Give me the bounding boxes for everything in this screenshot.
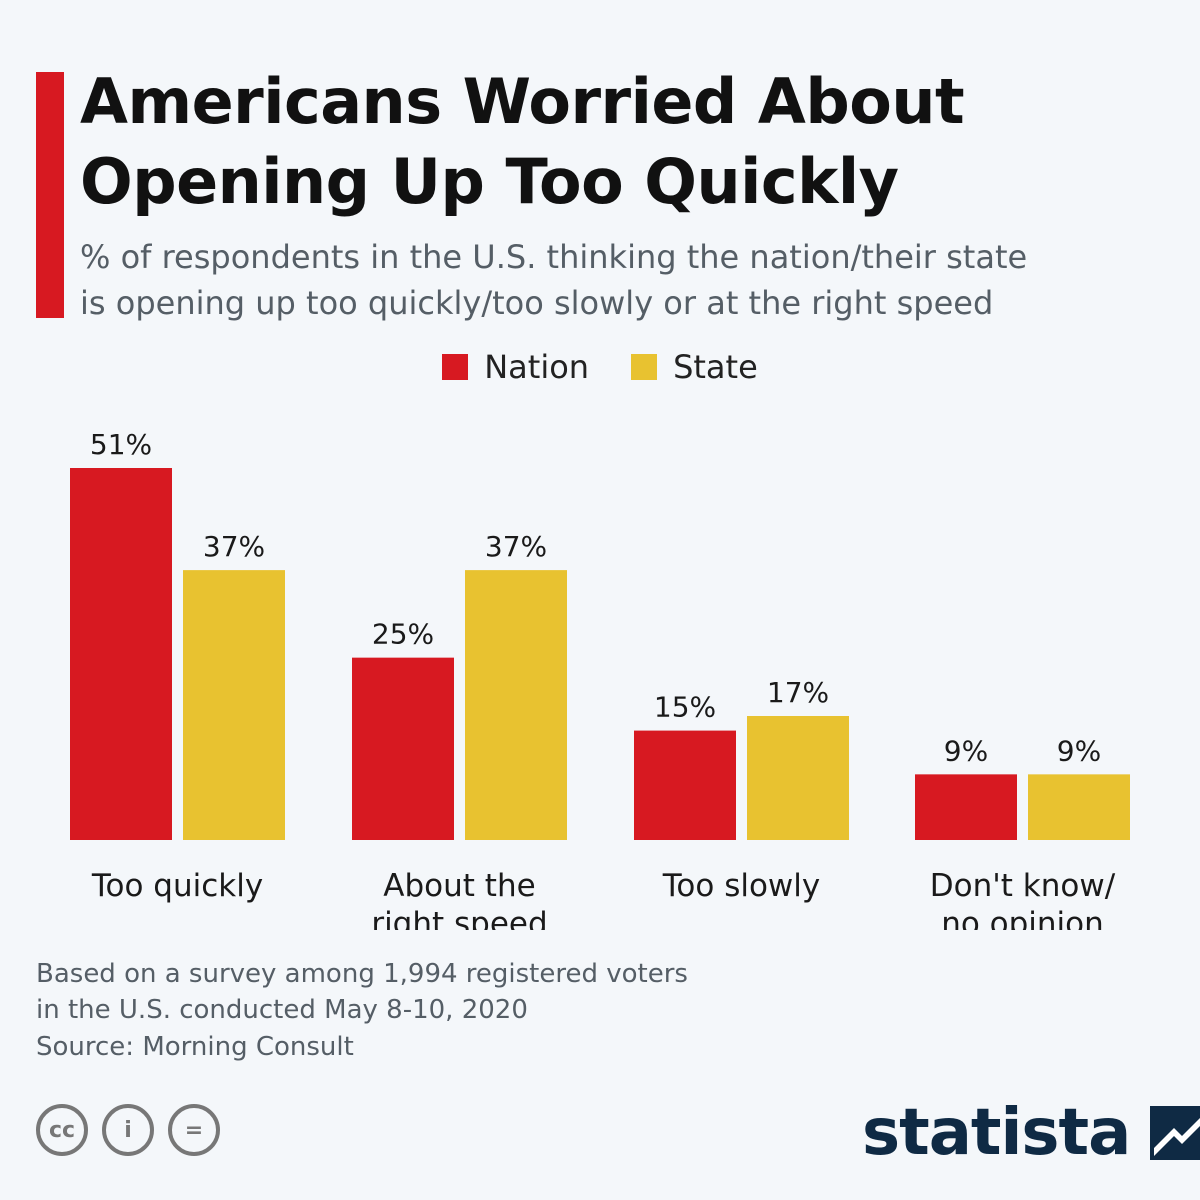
category-label-1-line-0: About the <box>383 868 535 904</box>
bar-nation-0 <box>70 468 172 840</box>
data-label-nation-1: 25% <box>372 618 434 651</box>
bar-state-1 <box>465 570 567 840</box>
title-line-1: Americans Worried About <box>80 65 965 138</box>
bar-nation-1 <box>352 657 454 840</box>
data-label-nation-0: 51% <box>90 428 152 461</box>
statista-mark-icon <box>1150 1106 1200 1160</box>
category-label-3-line-0: Don't know/ <box>930 868 1116 904</box>
statista-logo[interactable]: statista <box>862 1096 1200 1170</box>
legend-swatch-state <box>631 354 658 380</box>
chart-title: Americans Worried About Opening Up Too Q… <box>80 62 1160 222</box>
title-accent-bar <box>36 72 64 318</box>
subtitle-line-1: % of respondents in the U.S. thinking th… <box>80 238 1028 276</box>
cc-icon[interactable]: cc <box>36 1104 88 1156</box>
category-label-1-line-1: right speed <box>371 906 547 930</box>
source-text: Source: Morning Consult <box>36 1032 354 1062</box>
data-label-state-0: 37% <box>203 530 265 563</box>
bar-nation-3 <box>915 774 1017 840</box>
legend-swatch-nation <box>442 354 469 380</box>
data-label-state-3: 9% <box>1057 734 1101 767</box>
data-label-nation-3: 9% <box>944 734 988 767</box>
survey-note: Based on a survey among 1,994 registered… <box>36 956 936 1028</box>
note-line-2: in the U.S. conducted May 8-10, 2020 <box>36 995 528 1025</box>
subtitle-line-2: is opening up too quickly/too slowly or … <box>80 284 994 322</box>
legend-item-nation: Nation <box>442 348 589 386</box>
bar-nation-2 <box>634 730 736 840</box>
data-label-state-2: 17% <box>767 676 829 709</box>
title-line-2: Opening Up Too Quickly <box>80 145 899 218</box>
chart-subtitle: % of respondents in the U.S. thinking th… <box>80 234 1180 326</box>
bar-state-0 <box>183 570 285 840</box>
category-label-2-line-0: Too slowly <box>662 868 821 904</box>
chart-legend: Nation State <box>0 348 1200 386</box>
attribution-icon[interactable]: i <box>102 1104 154 1156</box>
bar-state-2 <box>747 716 849 840</box>
category-label-3-line-1: no opinion <box>941 906 1104 930</box>
no-derivatives-icon[interactable]: = <box>168 1104 220 1156</box>
legend-item-state: State <box>631 348 758 386</box>
license-icons: cc i = <box>36 1104 220 1156</box>
legend-label-nation: Nation <box>484 348 590 386</box>
data-label-state-1: 37% <box>485 530 547 563</box>
data-label-nation-2: 15% <box>654 691 716 724</box>
legend-label-state: State <box>673 348 758 386</box>
category-label-0-line-0: Too quickly <box>91 868 263 904</box>
bar-state-3 <box>1028 774 1130 840</box>
brand-wordmark: statista <box>862 1096 1131 1170</box>
note-line-1: Based on a survey among 1,994 registered… <box>36 959 688 989</box>
